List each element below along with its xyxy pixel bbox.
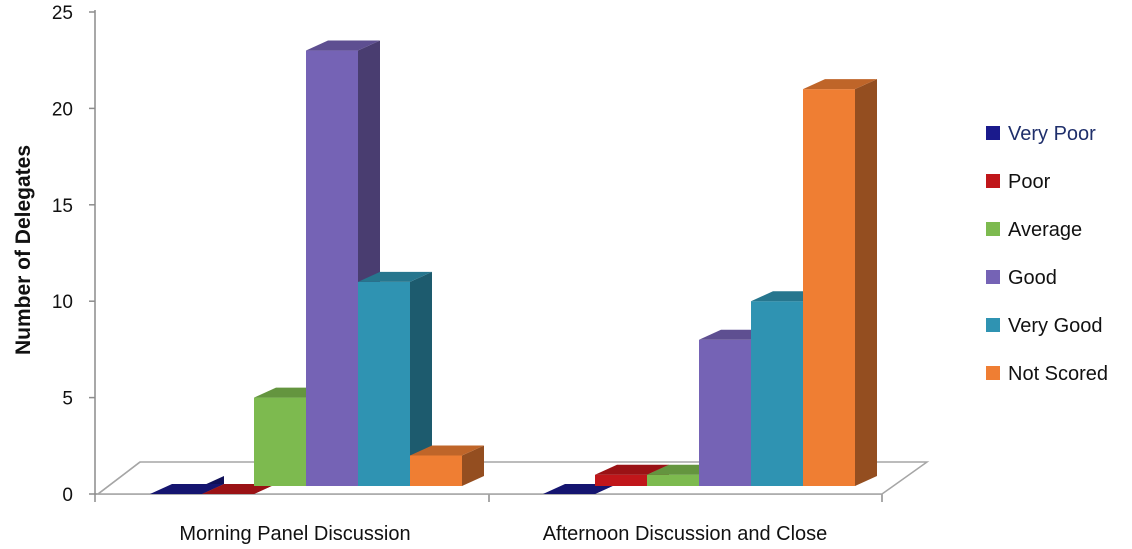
bar-top	[543, 484, 617, 494]
legend-swatch	[986, 222, 1000, 236]
bar-front	[410, 455, 462, 486]
x-category-label: Afternoon Discussion and Close	[543, 523, 828, 545]
y-tick-label: 15	[52, 196, 73, 217]
bar-top	[306, 40, 380, 51]
legend-label: Poor	[1008, 171, 1051, 193]
y-tick-label: 5	[62, 389, 73, 410]
bar-front	[751, 301, 803, 486]
legend-swatch	[986, 366, 1000, 380]
legend-swatch	[986, 318, 1000, 332]
bar-very-good-1	[358, 271, 432, 486]
bar-front	[358, 281, 410, 486]
y-tick-label: 0	[62, 485, 73, 506]
legend-label: Good	[1008, 267, 1057, 289]
legend-item: Poor	[986, 171, 1051, 193]
bar-front	[595, 474, 647, 486]
legend: Very Poor Poor Average Good Very Good Not Sco…	[986, 123, 1108, 385]
legend-item: Not Scored	[986, 363, 1108, 385]
bar-top	[803, 79, 877, 90]
y-tick-label: 20	[52, 99, 73, 120]
y-axis-title: Number of Delegates	[12, 145, 35, 355]
legend-item: Good	[986, 267, 1057, 289]
bars	[150, 40, 877, 494]
bar-front	[803, 89, 855, 487]
bar-top	[150, 484, 224, 494]
bar-side	[410, 271, 432, 486]
bar-front	[699, 339, 751, 486]
legend-swatch	[986, 174, 1000, 188]
legend-swatch	[986, 126, 1000, 140]
legend-label: Average	[1008, 219, 1082, 241]
legend-label: Very Good	[1008, 315, 1103, 337]
y-tick-label: 10	[52, 292, 73, 313]
bar-not-scored-2	[803, 79, 877, 487]
bar-top	[595, 464, 669, 475]
bar-side	[462, 445, 484, 486]
bar-not-scored-1	[410, 445, 484, 486]
bar-top	[410, 445, 484, 456]
y-tick-label: 25	[52, 3, 73, 24]
legend-label: Not Scored	[1008, 363, 1108, 385]
floor-edge	[97, 461, 141, 495]
legend-item: Very Poor	[986, 123, 1096, 145]
legend-item: Very Good	[986, 315, 1103, 337]
category-labels: Morning Panel Discussion Afternoon Discus…	[179, 523, 827, 545]
legend-swatch	[986, 270, 1000, 284]
bar-very-poor-1	[150, 476, 224, 494]
x-category-label: Morning Panel Discussion	[179, 523, 410, 545]
bar-top	[202, 484, 276, 494]
bar-front	[254, 397, 306, 486]
legend-item: Average	[986, 219, 1082, 241]
bar-top	[358, 271, 432, 282]
bar-front	[306, 50, 358, 487]
bar-front	[647, 474, 699, 486]
bar-side	[855, 79, 877, 487]
legend-label: Very Poor	[1008, 123, 1096, 145]
